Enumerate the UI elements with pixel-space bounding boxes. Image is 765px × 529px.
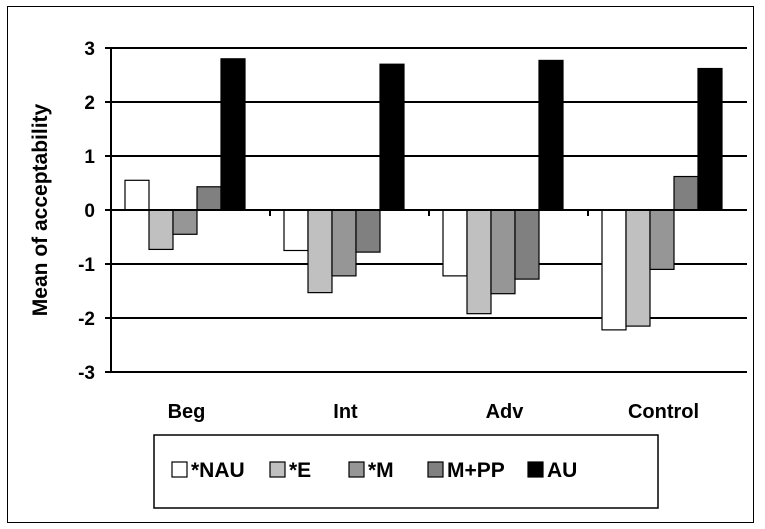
bar: [379, 63, 405, 211]
chart-frame: 3 2 1 0 -1 -2 -3 Beg Int Adv Control Mean of acce…: [7, 6, 754, 523]
legend-item: *E: [269, 459, 311, 482]
bar: [172, 209, 198, 235]
category-label: Int: [333, 401, 358, 423]
bar: [355, 209, 381, 253]
legend: *NAU *E *M M+PP AU: [153, 434, 659, 509]
y-tick-label: -1: [78, 255, 95, 276]
bar: [673, 175, 699, 211]
category-label: Control: [628, 401, 699, 423]
bar: [148, 209, 174, 251]
y-tick-label: 0: [84, 201, 95, 222]
y-tick-labels: 3 2 1 0 -1 -2 -3: [78, 39, 95, 384]
bar: [466, 209, 492, 315]
y-tick-label: 2: [84, 93, 95, 114]
category-label: Beg: [168, 401, 206, 423]
legend-item: *M: [348, 459, 394, 482]
bar: [490, 209, 516, 295]
legend-swatch: [527, 461, 544, 478]
y-tick-label: 3: [84, 39, 95, 60]
bar: [538, 59, 564, 211]
y-tick-label: -2: [78, 309, 95, 330]
bar: [283, 209, 309, 252]
legend-label: *M: [368, 459, 394, 482]
legend-swatch: [171, 461, 188, 478]
bar: [514, 209, 540, 280]
legend-swatch: [348, 461, 365, 478]
y-tick-label: 1: [84, 147, 95, 168]
legend-item: AU: [527, 459, 577, 482]
y-axis-title: Mean of acceptability: [29, 103, 52, 316]
bar: [649, 209, 675, 271]
axes: [105, 47, 747, 373]
legend-label: M+PP: [447, 459, 505, 482]
bar: [307, 209, 333, 294]
bar: [220, 58, 246, 211]
legend-box: [153, 434, 659, 509]
legend-swatch: [427, 461, 444, 478]
category-label: Adv: [486, 401, 525, 423]
bar: [331, 209, 357, 277]
legend-swatch: [269, 461, 286, 478]
legend-label: AU: [547, 459, 577, 482]
y-tick-label: -3: [78, 363, 95, 384]
legend-label: *E: [289, 459, 311, 482]
bar-chart: 3 2 1 0 -1 -2 -3 Beg Int Adv Control Mean of acce…: [29, 39, 747, 509]
bar: [124, 179, 150, 211]
bars: [124, 58, 723, 331]
category-labels: Beg Int Adv Control: [168, 401, 699, 423]
bar: [196, 186, 222, 211]
bar: [625, 209, 651, 327]
legend-item: *NAU: [171, 459, 245, 482]
bar: [697, 67, 723, 211]
legend-item: M+PP: [427, 459, 505, 482]
bar: [442, 209, 468, 277]
bar: [601, 209, 627, 331]
legend-label: *NAU: [191, 459, 245, 482]
